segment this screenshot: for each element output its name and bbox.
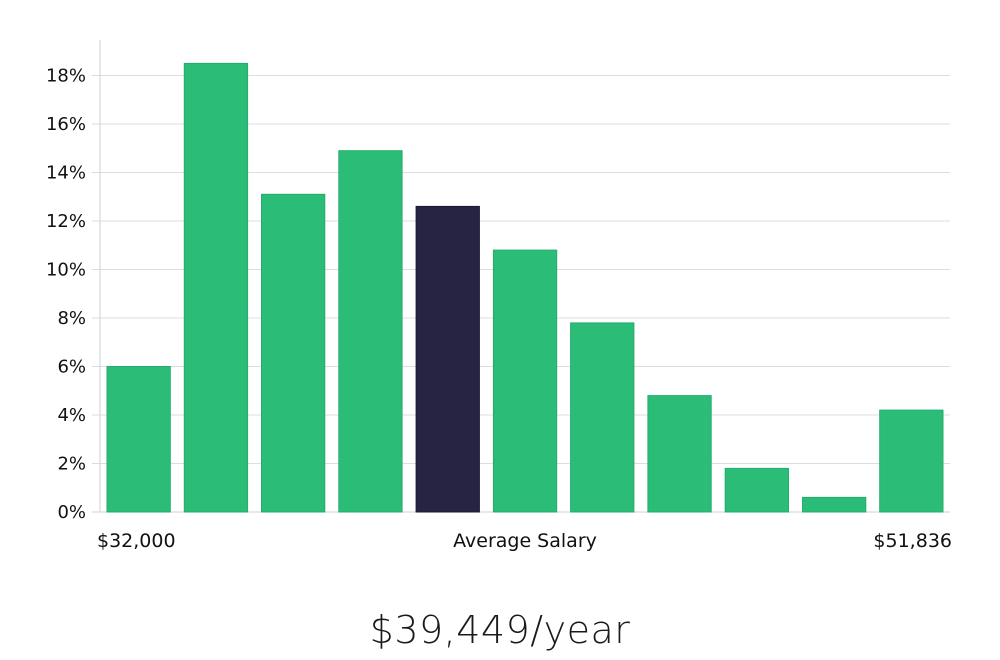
y-tick-label: 10% xyxy=(46,260,86,281)
histogram-bar xyxy=(570,322,635,513)
y-tick-label: 16% xyxy=(46,114,86,135)
histogram-bar xyxy=(338,150,403,513)
histogram-bar xyxy=(647,395,712,513)
y-tick-label: 8% xyxy=(57,308,86,329)
average-salary-value: $39,449/year xyxy=(369,608,631,652)
x-axis-start-label: $32,000 xyxy=(97,530,176,552)
x-axis-end-label: $51,836 xyxy=(873,530,952,552)
y-axis-tick-labels: 0% 2% 4% 6% 8% 10% 12% 14% 16% 18% xyxy=(46,66,86,524)
histogram-bar xyxy=(106,366,171,513)
histogram-bar-average xyxy=(415,205,480,513)
y-tick-label: 6% xyxy=(57,357,86,378)
x-axis-title: Average Salary xyxy=(453,530,597,552)
y-tick-label: 18% xyxy=(46,66,86,87)
y-tick-label: 0% xyxy=(57,502,86,523)
histogram-bar xyxy=(724,467,790,513)
histogram-bar xyxy=(183,62,249,513)
salary-histogram: 0% 2% 4% 6% 8% 10% 12% 14% 16% 18% $32,000 Averag… xyxy=(46,40,952,552)
y-tick-label: 4% xyxy=(57,405,86,426)
histogram-bar xyxy=(261,193,326,513)
histogram-bar xyxy=(879,409,944,513)
histogram-bar xyxy=(492,249,558,513)
y-tick-label: 14% xyxy=(46,163,86,184)
histogram-bars xyxy=(106,62,944,513)
y-tick-label: 2% xyxy=(57,454,86,475)
y-tick-label: 12% xyxy=(46,211,86,232)
histogram-bar xyxy=(802,496,867,513)
